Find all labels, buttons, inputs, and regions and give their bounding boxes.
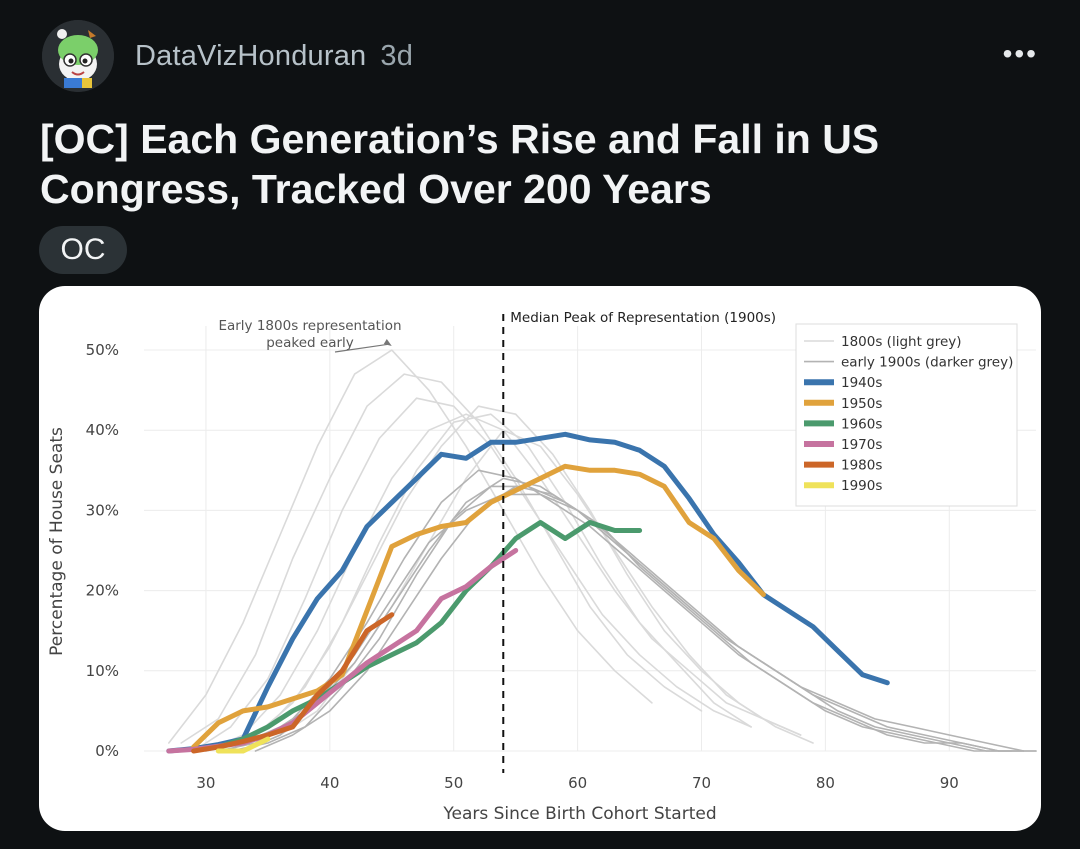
line-chart: 30 40 50 60 70 80 90 0% 10% 20% 30% 40% 50% Years Sin…: [47, 310, 1037, 824]
annotation-text-line-1: Early 1800s representation: [218, 318, 401, 334]
light-grey-line: [180, 373, 703, 744]
median-line-label: Median Peak of Representation (1900s): [510, 310, 776, 326]
annotation-arrow: [334, 343, 390, 353]
legend-box: [795, 323, 1018, 507]
series-line-1990s: [215, 736, 271, 754]
y-tick-label: 0%: [95, 742, 119, 760]
x-tick-label: 30: [196, 774, 215, 792]
dark-grey-line: [242, 477, 1025, 752]
avatar-icon: [42, 20, 114, 92]
light-grey-line: [217, 405, 814, 752]
dark-grey-line: [254, 485, 1037, 752]
username-text[interactable]: DataVizHonduran: [135, 40, 367, 72]
light-grey-line: [192, 397, 752, 752]
post-author[interactable]: DataVizHonduran 3d: [135, 40, 413, 73]
post-flair[interactable]: OC: [39, 226, 127, 274]
legend-label: 1950s: [841, 396, 882, 412]
dark-grey-line: [229, 485, 1013, 752]
legend-label: 1960s: [841, 416, 882, 432]
y-tick-label: 50%: [86, 341, 119, 359]
post-age: 3d: [380, 40, 414, 72]
y-tick-label: 40%: [86, 421, 119, 439]
series-line-1960s: [215, 520, 643, 750]
legend-label: 1800s (light grey): [841, 334, 962, 350]
light-grey-line: [168, 349, 653, 744]
x-tick-label: 60: [568, 774, 587, 792]
x-tick-label: 70: [692, 774, 711, 792]
legend-label: 1970s: [841, 437, 882, 453]
x-tick-label: 40: [320, 774, 339, 792]
legend-label: 1980s: [841, 458, 882, 474]
series-line-1940s: [166, 431, 890, 754]
legend-label: 1990s: [841, 478, 882, 494]
user-avatar[interactable]: [42, 20, 114, 92]
annotation-text-line-2: peaked early: [266, 335, 354, 351]
light-grey-line: [229, 413, 752, 752]
x-tick-label: 80: [816, 774, 835, 792]
annotation-arrowhead: [383, 339, 392, 347]
x-tick-label: 90: [940, 774, 959, 792]
series-line-1980s: [191, 612, 395, 754]
more-options-icon[interactable]: •••: [1002, 38, 1038, 69]
legend-label: 1940s: [841, 375, 882, 391]
post-header: DataVizHonduran 3d •••: [42, 18, 1042, 98]
chart-image[interactable]: 30 40 50 60 70 80 90 0% 10% 20% 30% 40% 50% Years Sin…: [39, 286, 1041, 831]
legend-label: early 1900s (darker grey): [841, 355, 1013, 371]
x-axis-title: Years Since Birth Cohort Started: [442, 804, 716, 824]
series-line-1950s: [191, 463, 766, 750]
y-tick-label: 20%: [86, 582, 119, 600]
y-axis-title: Percentage of House Seats: [47, 427, 67, 656]
post-title[interactable]: [OC] Each Generation’s Rise and Fall in …: [40, 116, 880, 212]
y-tick-label: 30%: [86, 501, 119, 519]
y-tick-label: 10%: [86, 662, 119, 680]
x-tick-label: 50: [444, 774, 463, 792]
